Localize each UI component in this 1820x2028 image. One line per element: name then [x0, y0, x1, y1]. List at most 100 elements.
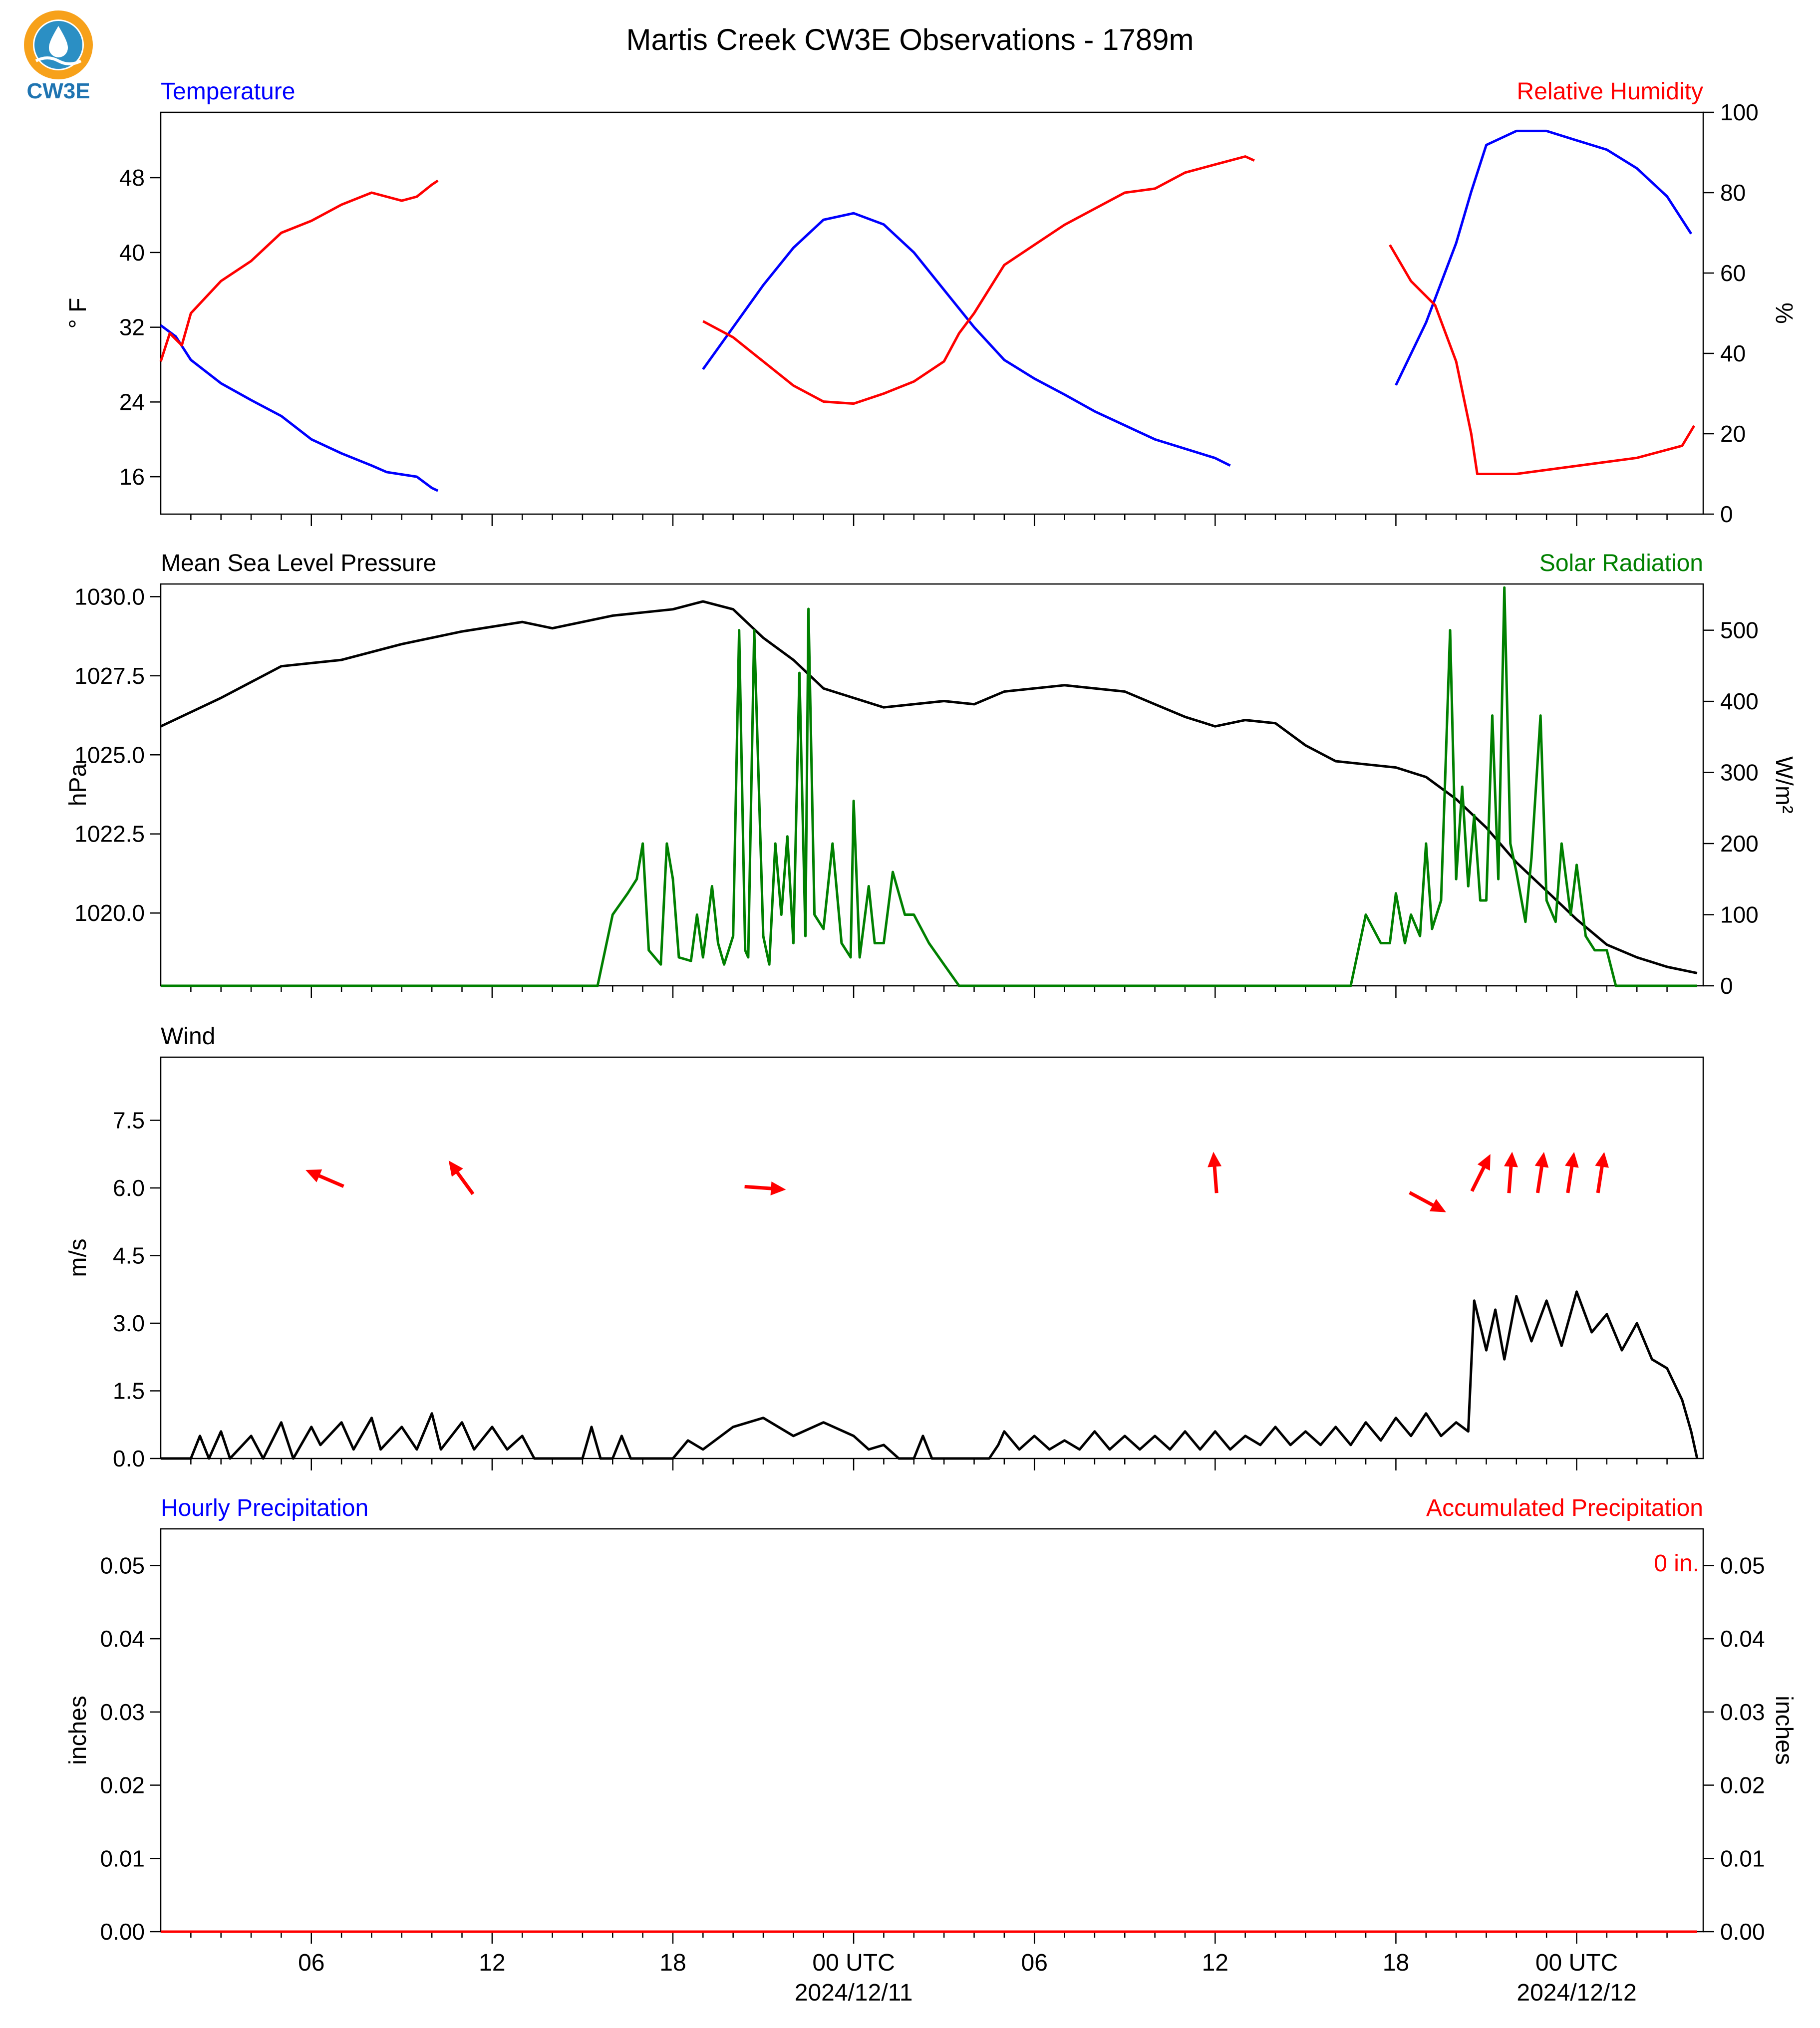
wind-arrow-icon: [1564, 1152, 1579, 1193]
y-tick-label: 0.03: [100, 1699, 145, 1725]
wind-arrow-icon: [1470, 1154, 1491, 1192]
y-tick-label: 40: [119, 240, 145, 266]
panel-pressure_solar: Mean Sea Level Pressure Solar Radiation 10…: [65, 550, 1797, 999]
y-tick-label: 0.01: [100, 1845, 145, 1871]
y2-tick-label: 60: [1720, 260, 1746, 286]
y2-axis-label: W/m²: [1771, 756, 1797, 814]
x-date-label: 2024/12/11: [795, 1980, 913, 2006]
y-tick-label: 32: [119, 314, 145, 340]
wind-arrow-head: [1534, 1152, 1549, 1168]
y-tick-label: 16: [119, 464, 145, 490]
y2-tick-label: 40: [1720, 340, 1746, 366]
panel-wind: Wind 0.0 1.5 3.0 4.5 6.0 7.5 m/s: [65, 1023, 1704, 1471]
x-tick-label: 18: [1383, 1950, 1409, 1976]
series-line-relative-humidity-0: [159, 179, 439, 362]
accumulated-precip-label: 0 in.: [1654, 1550, 1699, 1577]
wind-arrow-icon: [1409, 1191, 1446, 1212]
y-tick-label: 1030.0: [74, 583, 145, 609]
wind-arrow-head: [305, 1169, 322, 1182]
x-tick-label: 12: [479, 1950, 505, 1976]
x-tick-label: 06: [298, 1950, 324, 1976]
panel-left-title: Hourly Precipitation: [161, 1495, 368, 1521]
series-line-mean-sea-level-pressure-0: [160, 600, 1698, 975]
panel-left-title: Mean Sea Level Pressure: [161, 550, 436, 577]
series-line-relative-humidity-1: [702, 155, 1255, 405]
x-axis: 06 12 18 00 UTC 06 12 18 00 UTC 2024/12/11 2024/1…: [298, 1950, 1637, 2006]
series-line-temperature-0: [160, 324, 439, 492]
panel-right-title: Solar Radiation: [1539, 550, 1703, 577]
logo-text: CW3E: [26, 79, 90, 103]
panel-right-title: Accumulated Precipitation: [1426, 1495, 1703, 1521]
y-tick-label: 0.02: [100, 1772, 145, 1798]
y-tick-label: 1025.0: [74, 742, 145, 768]
logo-ring: [24, 10, 93, 79]
wind-arrow-icon: [305, 1169, 344, 1188]
panel-right-title: Relative Humidity: [1517, 78, 1703, 105]
wind-arrow-icon: [1534, 1152, 1549, 1193]
wind-arrow-head: [448, 1160, 463, 1177]
wind-arrow-head: [1429, 1199, 1446, 1212]
wind-arrow-icon: [1595, 1152, 1609, 1193]
panel-left-title: Temperature: [161, 78, 295, 105]
panel-frame: [160, 1056, 1704, 1459]
wind-arrow-icon: [1208, 1152, 1222, 1193]
wind-arrow-head: [1504, 1152, 1518, 1167]
cw3e-logo: CW3E: [24, 10, 93, 103]
y-tick-label: 0.04: [100, 1626, 145, 1652]
panel-frame: [160, 583, 1704, 987]
y2-tick-label: 0: [1720, 973, 1733, 999]
y2-tick-label: 80: [1720, 180, 1746, 206]
x-date-label: 2024/12/12: [1517, 1980, 1636, 2006]
y2-tick-label: 300: [1720, 760, 1759, 786]
y2-axis-label: inches: [1771, 1696, 1797, 1765]
wind-arrow-head: [1208, 1152, 1222, 1167]
series-line-relative-humidity-2: [1389, 244, 1696, 475]
x-tick-label: 00 UTC: [1535, 1950, 1618, 1976]
wind-arrow-icon: [744, 1181, 786, 1196]
y2-axis-label: %: [1771, 302, 1797, 324]
wind-arrow-head: [1477, 1154, 1491, 1171]
y2-tick-label: 200: [1720, 831, 1759, 857]
logo-wave-icon: [35, 56, 82, 65]
chart-title: Martis Creek CW3E Observations - 1789m: [626, 23, 1194, 56]
panel-precip: Hourly Precipitation Accumulated Precipit…: [65, 1495, 1797, 1945]
y2-tick-label: 0.04: [1720, 1626, 1765, 1652]
y2-tick-label: 400: [1720, 688, 1759, 714]
y-tick-label: 6.0: [113, 1175, 145, 1201]
panel-frame: [160, 1528, 1704, 1933]
y2-tick-label: 0.03: [1720, 1699, 1765, 1725]
logo-drop-icon: [49, 26, 68, 57]
y-tick-label: 1022.5: [74, 821, 145, 847]
y-tick-label: 0.00: [100, 1919, 145, 1945]
y2-tick-label: 100: [1720, 99, 1759, 125]
series-line-solar-radiation-0: [161, 586, 1697, 987]
y2-tick-label: 0: [1720, 501, 1733, 527]
wind-arrow-icon: [1504, 1152, 1518, 1193]
y-tick-label: 48: [119, 165, 145, 191]
panel-left-title: Wind: [161, 1023, 215, 1050]
y-tick-label: 1.5: [113, 1378, 145, 1404]
y2-tick-label: 500: [1720, 617, 1759, 643]
y-axis-label: ° F: [65, 298, 91, 329]
y2-tick-label: 100: [1720, 902, 1759, 928]
y-tick-label: 3.0: [113, 1310, 145, 1336]
y2-tick-label: 20: [1720, 421, 1746, 447]
y-tick-label: 4.5: [113, 1242, 145, 1268]
panel-temp_rh: Temperature Relative Humidity 16 24 32 40 48 ° …: [65, 78, 1797, 527]
y-tick-label: 1020.0: [74, 900, 145, 926]
y-tick-label: 24: [119, 389, 145, 415]
y-axis-label: inches: [65, 1696, 91, 1765]
series-line-temperature-2: [1395, 129, 1693, 386]
x-tick-label: 06: [1021, 1950, 1048, 1976]
wind-arrow-head: [1564, 1152, 1579, 1168]
y2-tick-label: 0.01: [1720, 1845, 1765, 1871]
y-tick-label: 1027.5: [74, 663, 145, 689]
x-tick-label: 18: [659, 1950, 686, 1976]
series-line-temperature-1: [702, 212, 1231, 467]
wind-arrow-head: [1595, 1152, 1609, 1168]
y-tick-label: 0.0: [113, 1446, 145, 1471]
y2-tick-label: 0.05: [1720, 1552, 1765, 1578]
panels: Temperature Relative Humidity 16 24 32 40 48 ° …: [65, 78, 1797, 1945]
y2-tick-label: 0.02: [1720, 1772, 1765, 1798]
x-tick-label: 00 UTC: [812, 1950, 895, 1976]
